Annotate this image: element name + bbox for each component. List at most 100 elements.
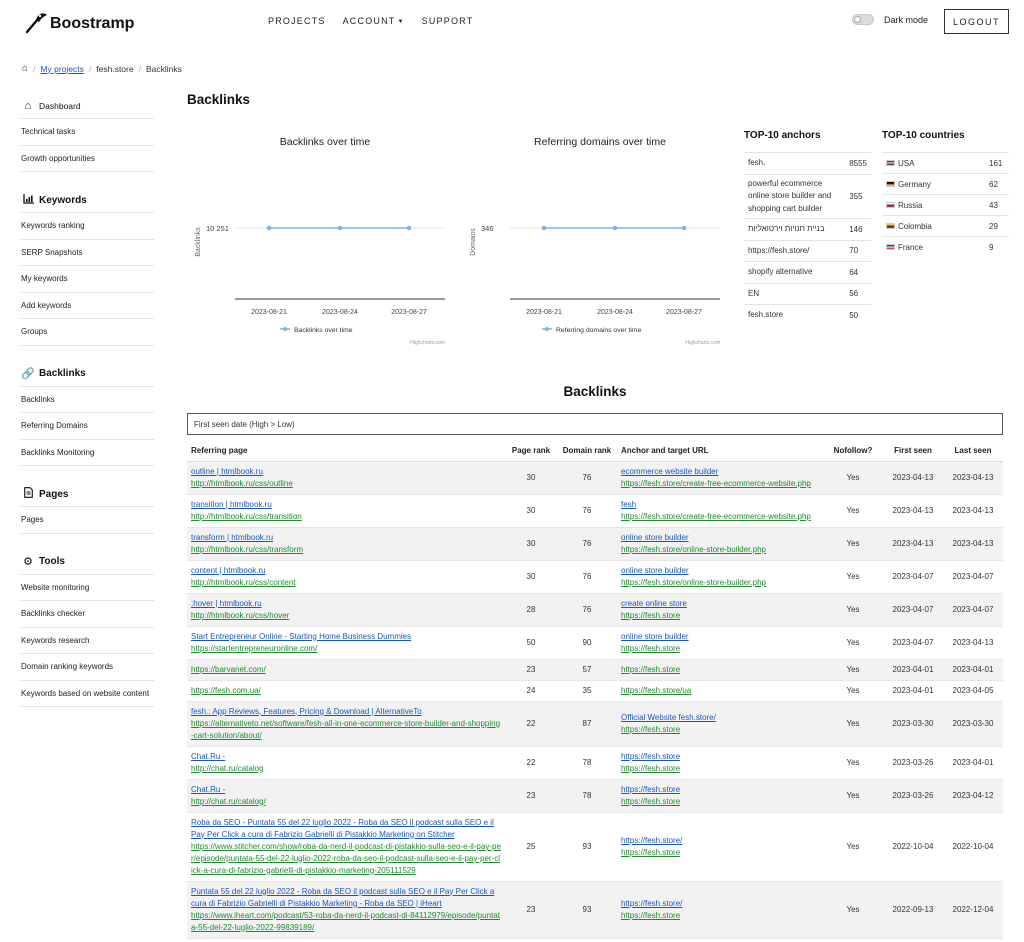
nofollow-cell: Yes (823, 680, 883, 702)
target-url-link[interactable]: https://fesh.store/create-free-ecommerce… (621, 511, 811, 521)
target-url-link[interactable]: https://fesh.store (621, 910, 681, 920)
sidebar-item-referring-domains[interactable]: Referring Domains (21, 413, 154, 440)
target-url-link[interactable]: https://fesh.store (621, 847, 681, 857)
referring-page-url-link[interactable]: https://www.stitcher.com/show/roba-da-ne… (191, 841, 501, 875)
sidebar-item-add-keywords[interactable]: Add keywords (21, 293, 154, 319)
referring-page-url-link[interactable]: https://fesh.com.ua/ (191, 685, 261, 695)
sidebar-item-groups[interactable]: Groups (21, 319, 154, 346)
column-header[interactable]: Last seen (943, 440, 1003, 462)
country-count: 29 (985, 215, 1009, 237)
sort-select[interactable]: First seen date (High > Low) (187, 413, 1003, 435)
main-nav: PROJECTS ACCOUNT ▼ SUPPORT (268, 16, 473, 26)
last-seen-cell: 2023-04-01 (943, 746, 1003, 780)
target-url-link[interactable]: https://fesh.store/online-store-builder.… (621, 577, 766, 587)
data-point[interactable] (681, 225, 687, 231)
sidebar-item-serp-snapshots[interactable]: SERP Snapshots (21, 240, 154, 266)
anchor-link[interactable]: online store builder (621, 565, 689, 575)
data-point[interactable] (266, 225, 272, 231)
sidebar-item-growth-opportunities[interactable]: Growth opportunities (21, 146, 154, 172)
referring-page-title-link[interactable]: transition | htmlbook.ru (191, 499, 272, 509)
sidebar-item-keywords-based-on-content[interactable]: Keywords based on website content (21, 681, 154, 707)
data-point[interactable] (541, 225, 547, 231)
data-point[interactable] (406, 225, 412, 231)
breadcrumb-project[interactable]: fesh.store (96, 63, 134, 74)
dark-mode-toggle[interactable] (852, 14, 874, 25)
referring-page-title-link[interactable]: transform | htmlbook.ru (191, 532, 274, 542)
data-point[interactable] (337, 225, 343, 231)
anchor-link[interactable]: https://fesh.store/ (621, 898, 683, 908)
referring-page-url-link[interactable]: https://www.iheart.com/podcast/53-roba-d… (191, 910, 500, 932)
data-point[interactable] (612, 225, 618, 231)
home-icon[interactable]: ⌂ (22, 63, 29, 74)
target-url-link[interactable]: https://fesh.store (621, 643, 681, 653)
sidebar-item-backlinks[interactable]: Backlinks (21, 387, 154, 413)
sidebar-item-keywords-ranking[interactable]: Keywords ranking (21, 213, 154, 240)
referring-page-title-link[interactable]: :hover | htmlbook.ru (191, 598, 262, 608)
sidebar-item-my-keywords[interactable]: My keywords (21, 266, 154, 293)
anchor-link[interactable]: https://fesh.store (621, 751, 681, 761)
target-url-link[interactable]: https://fesh.store/ua (621, 685, 692, 695)
sidebar-item-website-monitoring[interactable]: Website monitoring (21, 575, 154, 601)
chart-credit[interactable]: Highcharts.com (410, 340, 445, 346)
domain-rank-cell: 78 (557, 746, 617, 780)
legend-item[interactable]: Referring domains over time (556, 327, 642, 334)
referring-page-title-link[interactable]: Roba da SEO - Puntata 55 del 22 luglio 2… (191, 817, 494, 839)
nav-support[interactable]: SUPPORT (421, 16, 474, 26)
referring-page-url-link[interactable]: https://startentrepreneuronline.com/ (191, 643, 318, 653)
column-header[interactable]: Domain rank (557, 440, 617, 462)
anchor-row: fesh. 8555 (744, 152, 871, 174)
referring-page-url-link[interactable]: http://htmlbook.ru/css/outline (191, 478, 293, 488)
referring-page-title-link[interactable]: Start Entrepreneur Online - Starting Hom… (191, 631, 412, 641)
column-header[interactable]: Referring page (187, 440, 505, 462)
chart-credit[interactable]: Highcharts.com (685, 340, 720, 346)
referring-page-url-link[interactable]: http://chat.ru/catalog/ (191, 796, 266, 806)
logout-button[interactable]: LOGOUT (944, 9, 1009, 34)
target-url-link[interactable]: https://fesh.store (621, 610, 681, 620)
referring-page-title-link[interactable]: Chat.Ru - (191, 784, 226, 794)
legend-item[interactable]: Backlinks over time (294, 327, 353, 334)
sidebar-item-backlinks-monitoring[interactable]: Backlinks Monitoring (21, 440, 154, 466)
sidebar-item-domain-ranking-keywords[interactable]: Domain ranking keywords (21, 654, 154, 681)
target-url-link[interactable]: https://fesh.store (621, 796, 681, 806)
x-tick-label: 2023-08-27 (391, 309, 427, 316)
referring-page-title-link[interactable]: fesh.: App Reviews, Features, Pricing & … (191, 706, 422, 716)
anchor-link[interactable]: fesh (621, 499, 637, 509)
column-header[interactable]: First seen (883, 440, 943, 462)
nav-account[interactable]: ACCOUNT ▼ (343, 16, 405, 26)
referring-page-url-link[interactable]: https://barvanet.com/ (191, 664, 266, 674)
breadcrumb-my-projects[interactable]: My projects (40, 63, 84, 74)
anchor-link[interactable]: create online store (621, 598, 687, 608)
column-header[interactable]: Page rank (505, 440, 557, 462)
sidebar-item-pages[interactable]: Pages (21, 507, 154, 534)
target-url-link[interactable]: https://fesh.store/create-free-ecommerce… (621, 478, 811, 488)
sidebar-item-keywords-research[interactable]: Keywords research (21, 628, 154, 654)
referring-page-url-link[interactable]: https://alternativeto.net/software/fesh-… (191, 718, 501, 740)
anchor-link[interactable]: ecommerce website builder (621, 466, 719, 476)
anchor-link[interactable]: https://fesh.store (621, 784, 681, 794)
anchor-link[interactable]: https://fesh.store/ (621, 835, 683, 845)
target-url-link[interactable]: https://fesh.store/online-store-builder.… (621, 544, 766, 554)
column-header[interactable]: Anchor and target URL (617, 440, 823, 462)
target-url-link[interactable]: https://fesh.store (621, 664, 681, 674)
referring-page-title-link[interactable]: Chat.Ru - (191, 751, 226, 761)
anchor-link[interactable]: online store builder (621, 631, 689, 641)
target-url-link[interactable]: https://fesh.store (621, 763, 681, 773)
referring-page-title-link[interactable]: outline | htmlbook.ru (191, 466, 263, 476)
referring-page-url-link[interactable]: http://chat.ru/catalog (191, 763, 264, 773)
sidebar-item-backlinks-checker[interactable]: Backlinks checker (21, 601, 154, 628)
target-url-link[interactable]: https://fesh.store (621, 724, 681, 734)
referring-page-url-link[interactable]: http://htmlbook.ru/css/hover (191, 610, 290, 620)
referring-page-url-link[interactable]: http://htmlbook.ru/css/content (191, 577, 296, 587)
referring-page-url-link[interactable]: http://htmlbook.ru/css/transition (191, 511, 302, 521)
column-header[interactable]: Nofollow? (823, 440, 883, 462)
anchor-link[interactable]: online store builder (621, 532, 689, 542)
referring-page-url-link[interactable]: http://htmlbook.ru/css/transform (191, 544, 304, 554)
anchor-link[interactable]: Official Website fesh.store/ (621, 712, 716, 722)
sidebar-item-technical-tasks[interactable]: Technical tasks (21, 119, 154, 146)
nav-projects[interactable]: PROJECTS (268, 16, 326, 26)
referring-page-title-link[interactable]: Puntata 55 del 22 luglio 2022 - Roba da … (191, 886, 495, 908)
logo[interactable]: Boostramp (24, 10, 134, 34)
sidebar-item-dashboard[interactable]: ⌂ Dashboard (21, 88, 154, 119)
country-cell: Russia (882, 194, 985, 216)
referring-page-title-link[interactable]: content | htmlbook.ru (191, 565, 266, 575)
